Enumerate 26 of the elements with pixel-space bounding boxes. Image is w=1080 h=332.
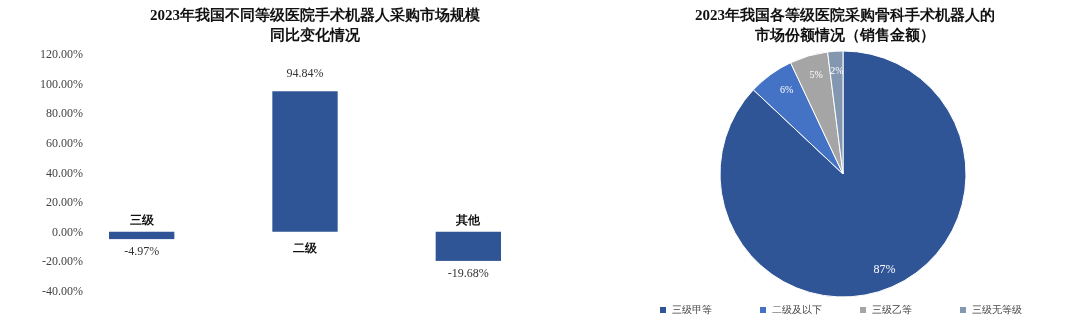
- y-tick-label: 100.00%: [40, 76, 83, 91]
- legend-label: 三级乙等: [872, 304, 912, 315]
- data-label: 87%: [873, 261, 896, 276]
- legend-label: 三级无等级: [972, 304, 1022, 315]
- legend-label: 三级甲等: [672, 304, 712, 315]
- data-label: 6%: [779, 83, 794, 95]
- chart-title: 2023年我国各等级医院采购骨科手术机器人的市场份额情况（销售金额）: [695, 7, 995, 43]
- data-label: -19.68%: [447, 265, 489, 280]
- y-tick-label: 40.00%: [46, 165, 83, 180]
- y-tick-label: 60.00%: [46, 135, 83, 150]
- legend-label: 二级及以下: [772, 304, 822, 315]
- data-label: 2%: [830, 65, 844, 77]
- y-tick-label: 120.00%: [40, 47, 83, 61]
- y-tick-label: 20.00%: [46, 195, 83, 210]
- data-label: -4.97%: [124, 244, 160, 259]
- y-tick-label: -20.00%: [42, 254, 83, 269]
- x-tick-label: 三级: [129, 212, 155, 227]
- y-tick-label: -40.00%: [42, 284, 83, 298]
- x-tick-label: 其他: [455, 212, 482, 227]
- x-tick-label: 二级: [293, 240, 318, 255]
- y-tick-label: 0.00%: [52, 224, 83, 239]
- chart-title: 2023年我国不同等级医院手术机器人采购市场规模同比变化情况: [150, 6, 481, 43]
- y-tick-label: 80.00%: [46, 106, 83, 121]
- data-label: 5%: [809, 69, 823, 81]
- pie-slice: [719, 50, 967, 298]
- data-label: 94.84%: [286, 66, 324, 81]
